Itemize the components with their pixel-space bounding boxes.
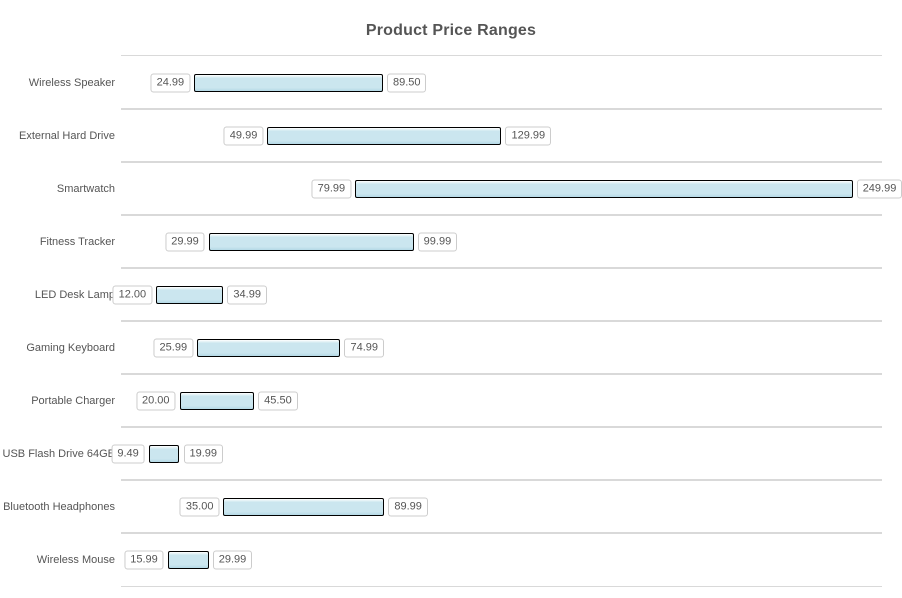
chart-row: Wireless Speaker24.9989.50 <box>121 55 882 110</box>
range-bar <box>180 392 255 410</box>
range-bar <box>223 498 384 516</box>
product-label: Fitness Tracker <box>40 236 115 248</box>
min-price-badge: 79.99 <box>312 179 352 198</box>
max-price-badge: 89.50 <box>387 73 427 92</box>
min-price-badge: 20.00 <box>136 391 176 410</box>
min-price-badge: 29.99 <box>165 232 205 251</box>
max-price-badge: 45.50 <box>258 391 298 410</box>
product-label: Gaming Keyboard <box>26 342 115 354</box>
range-bar <box>194 74 383 92</box>
range-bar <box>197 339 340 357</box>
min-price-badge: 49.99 <box>224 126 264 145</box>
chart-title: Product Price Ranges <box>0 0 902 40</box>
price-range-chart: Product Price Ranges Wireless Speaker 24.… <box>0 0 902 598</box>
chart-row: Smartwatch79.99249.99 <box>121 161 882 216</box>
product-label: Smartwatch <box>57 183 115 195</box>
chart-row: Portable Charger20.0045.50 <box>121 373 882 428</box>
product-label: Portable Charger <box>31 395 115 407</box>
range-bar <box>355 180 853 198</box>
min-price-badge: 24.99 <box>151 73 191 92</box>
max-price-badge: 99.99 <box>418 232 458 251</box>
chart-row: Bluetooth Headphones35.0089.99 <box>121 479 882 534</box>
product-label: Wireless Mouse <box>37 554 115 566</box>
product-label: Wireless Speaker <box>29 77 115 89</box>
chart-row: Wireless Mouse15.9929.99 <box>121 532 882 587</box>
chart-row: External Hard Drive49.99129.99 <box>121 108 882 163</box>
plot-area: Wireless Speaker24.9989.50External Hard … <box>121 55 882 585</box>
range-bar <box>156 286 223 304</box>
range-bar <box>209 233 414 251</box>
max-price-badge: 249.99 <box>857 179 902 198</box>
product-label: LED Desk Lamp <box>35 289 115 301</box>
chart-row: USB Flash Drive 64GB9.4919.99 <box>121 426 882 481</box>
chart-row: Fitness Tracker29.9999.99 <box>121 214 882 269</box>
product-label: Bluetooth Headphones <box>3 501 115 513</box>
max-price-badge: 34.99 <box>227 285 267 304</box>
chart-row: LED Desk Lamp12.0034.99 <box>121 267 882 322</box>
max-price-badge: 89.99 <box>388 497 428 516</box>
max-price-badge: 129.99 <box>505 126 551 145</box>
range-bar <box>149 445 180 463</box>
max-price-badge: 29.99 <box>213 550 253 569</box>
range-bar <box>267 127 501 145</box>
max-price-badge: 19.99 <box>184 444 224 463</box>
min-price-badge: 9.49 <box>111 444 144 463</box>
min-price-badge: 25.99 <box>154 338 194 357</box>
product-label: External Hard Drive <box>19 130 115 142</box>
chart-row: Gaming Keyboard25.9974.99 <box>121 320 882 375</box>
min-price-badge: 35.00 <box>180 497 220 516</box>
max-price-badge: 74.99 <box>344 338 384 357</box>
range-bar <box>168 551 209 569</box>
min-price-badge: 15.99 <box>124 550 164 569</box>
min-price-badge: 12.00 <box>113 285 153 304</box>
product-label: USB Flash Drive 64GB <box>3 448 115 460</box>
